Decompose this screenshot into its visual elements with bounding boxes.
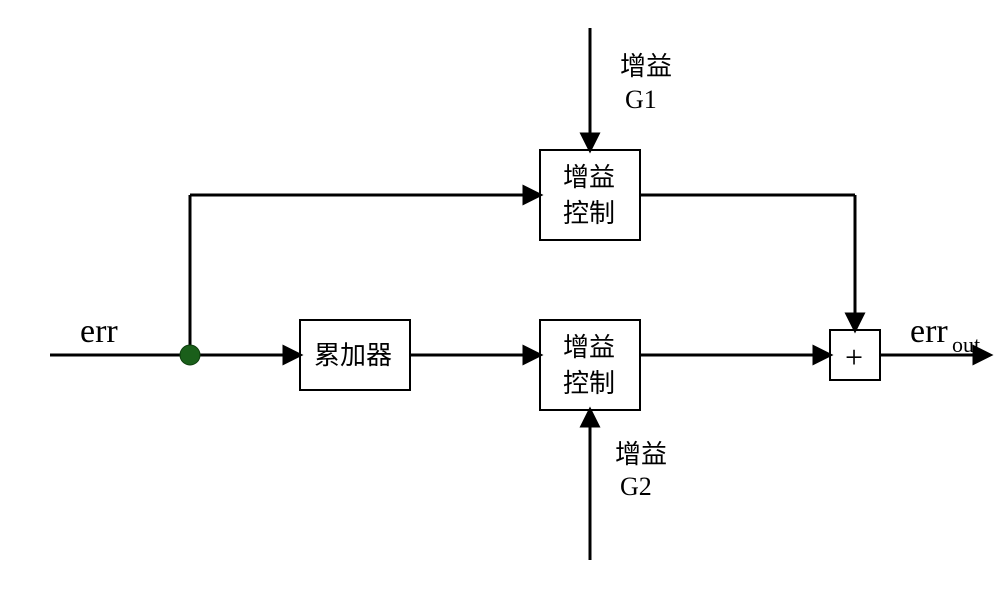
gain-g1-line2: G1 [625,85,657,114]
acc-text: 累加器 [314,341,392,370]
err-out-sub: out [952,332,980,357]
junction-dot [180,345,200,365]
gain2-line2: 控制 [563,369,615,398]
gain1-line1: 增益 [563,163,615,192]
err-out-label: err [910,313,948,350]
gain-g2-line2: G2 [620,472,652,501]
gain1-line2: 控制 [563,199,615,228]
err-label: err [80,313,118,350]
gain-g1-line1: 增益 [620,52,672,81]
gain2-line1: 增益 [563,333,615,362]
gain-g2-line1: 增益 [615,440,667,469]
plus-symbol: + [845,339,863,375]
